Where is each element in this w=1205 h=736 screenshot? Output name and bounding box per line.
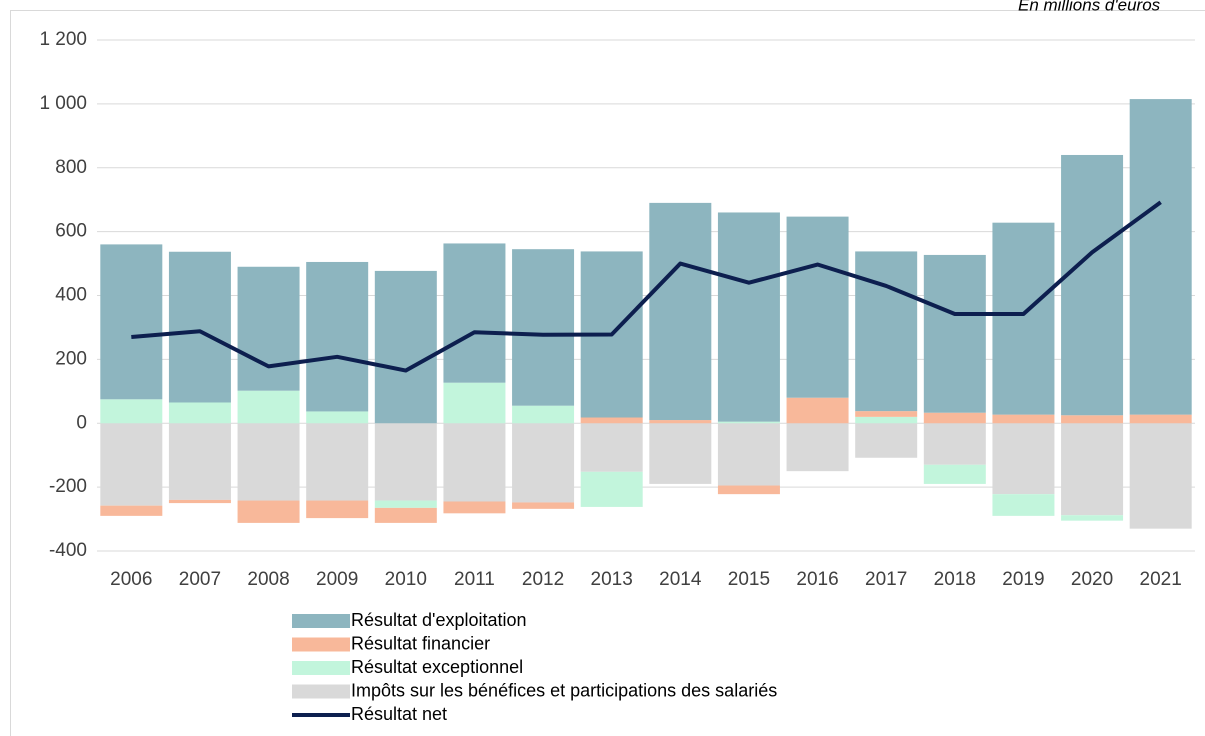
bar [1129, 414, 1192, 424]
bar [512, 502, 575, 509]
y-tick-label: 200 [55, 348, 87, 369]
x-tick-label: 2017 [865, 569, 907, 590]
bar [786, 423, 849, 472]
bar [580, 423, 643, 472]
y-tick-label: 1 000 [39, 93, 87, 114]
bar [168, 251, 231, 403]
bar [855, 251, 918, 412]
bar [649, 423, 712, 484]
x-tick-label: 2015 [728, 569, 770, 590]
bar [374, 507, 437, 523]
bar [855, 411, 918, 417]
chart-subtitle: En millions d'euros [1018, 0, 1161, 14]
bar [1061, 415, 1124, 424]
x-tick-label: 2020 [1071, 569, 1113, 590]
bar [580, 471, 643, 507]
x-tick-label: 2006 [110, 569, 152, 590]
bar [512, 405, 575, 424]
bar [992, 414, 1055, 424]
x-tick-label: 2016 [796, 569, 838, 590]
x-tick-label: 2011 [454, 569, 495, 590]
bar [649, 420, 712, 424]
bar [237, 266, 300, 391]
y-tick-label: 1 200 [39, 29, 87, 50]
bar [717, 423, 780, 486]
bar [786, 216, 849, 398]
bar [992, 423, 1055, 495]
legend-label: Résultat financier [351, 633, 490, 653]
bar [855, 416, 918, 424]
bar [443, 243, 506, 383]
bar [717, 212, 780, 422]
bar [1061, 515, 1124, 521]
bar [168, 423, 231, 500]
x-tick-label: 2018 [934, 569, 976, 590]
x-tick-label: 2013 [591, 569, 633, 590]
bar [992, 222, 1055, 415]
bar [923, 254, 986, 413]
x-tick-label: 2010 [385, 569, 427, 590]
bar [923, 423, 986, 465]
bar [306, 500, 369, 519]
bar [306, 423, 369, 501]
bar [168, 499, 231, 504]
chart-border [10, 10, 1205, 736]
bar [649, 202, 712, 421]
bar [306, 411, 369, 424]
x-tick-label: 2007 [179, 569, 221, 590]
legend-label: Résultat net [351, 704, 447, 724]
legend-label: Résultat d'exploitation [351, 610, 527, 630]
bar [237, 500, 300, 523]
legend-label: Résultat exceptionnel [351, 657, 523, 677]
bar [443, 423, 506, 502]
bar [374, 500, 437, 508]
x-tick-label: 2009 [316, 569, 358, 590]
y-tick-label: 0 [76, 412, 87, 433]
bar [717, 421, 780, 424]
bar [374, 270, 437, 424]
bar [512, 249, 575, 406]
bar [168, 402, 231, 424]
x-tick-label: 2019 [1002, 569, 1044, 590]
x-tick-label: 2014 [659, 569, 702, 590]
bar [992, 494, 1055, 516]
bar [1129, 423, 1192, 529]
bar [443, 501, 506, 514]
bar [1129, 99, 1192, 415]
y-tick-label: -400 [49, 540, 87, 561]
legend-swatch [292, 684, 350, 699]
y-tick-label: 400 [55, 285, 87, 306]
bar [855, 423, 918, 458]
bar [374, 423, 437, 501]
bar [443, 382, 506, 424]
bar [100, 399, 163, 424]
bar [786, 397, 849, 424]
bar [100, 244, 163, 400]
legend-label: Impôts sur les bénéfices et participatio… [351, 680, 777, 700]
bar [100, 505, 163, 516]
y-tick-label: 600 [55, 221, 87, 242]
x-tick-label: 2008 [247, 569, 289, 590]
line [131, 200, 1162, 373]
bar [717, 485, 780, 495]
y-tick-label: -200 [49, 476, 87, 497]
legend-swatch [292, 661, 350, 675]
bar [923, 412, 986, 424]
y-tick-label: 800 [55, 157, 87, 178]
x-tick-label: 2021 [1140, 569, 1182, 590]
bar [580, 417, 643, 424]
legend-swatch [292, 637, 350, 652]
bar [512, 423, 575, 503]
bar [1061, 423, 1124, 516]
bar [1061, 154, 1124, 416]
bar [100, 423, 163, 506]
legend-swatch [292, 614, 350, 628]
x-tick-label: 2012 [522, 569, 564, 590]
bar [923, 464, 986, 484]
bar [237, 390, 300, 424]
bar [237, 423, 300, 501]
bar [306, 261, 369, 412]
